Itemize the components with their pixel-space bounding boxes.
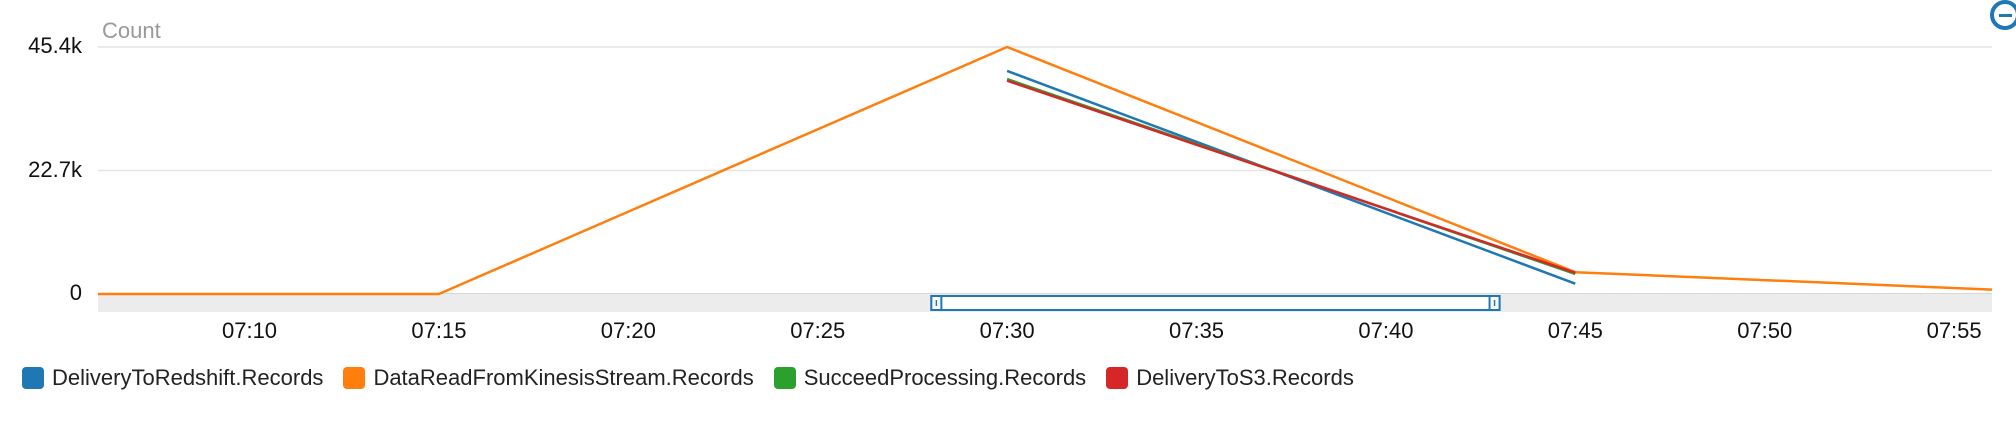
time-range-selector[interactable] bbox=[930, 295, 1501, 311]
y-axis-label: Count bbox=[102, 18, 161, 43]
legend-swatch-3 bbox=[1106, 367, 1129, 389]
legend-label-0: DeliveryToRedshift.Records bbox=[52, 365, 324, 390]
y-tick-label-0: 0 bbox=[69, 280, 82, 305]
legend-item-0[interactable]: DeliveryToRedshift.Records bbox=[22, 365, 323, 391]
legend-label-2: SucceedProcessing.Records bbox=[803, 365, 1087, 390]
legend-swatch-2 bbox=[773, 367, 796, 389]
legend-item-2[interactable]: SucceedProcessing.Records bbox=[773, 365, 1087, 391]
y-tick-label-1: 22.7k bbox=[28, 156, 82, 182]
x-tick-label-8: 07:50 bbox=[1737, 318, 1793, 343]
zoom-out-icon[interactable] bbox=[1990, 0, 2016, 30]
legend-item-1[interactable]: DataReadFromKinesisStream.Records bbox=[343, 365, 754, 391]
series-line-3 bbox=[1006, 79, 1576, 274]
x-tick-label-2: 07:20 bbox=[600, 318, 656, 343]
y-tick-label-2: 45.4k bbox=[28, 33, 82, 58]
legend-label-1: DataReadFromKinesisStream.Records bbox=[373, 365, 754, 390]
series-line-1 bbox=[98, 45, 1993, 296]
x-tick-label-6: 07:40 bbox=[1358, 318, 1414, 343]
x-tick-label-5: 07:35 bbox=[1168, 318, 1225, 343]
x-tick-label-3: 07:25 bbox=[790, 318, 846, 343]
legend-swatch-0 bbox=[22, 367, 44, 389]
legend: DeliveryToRedshift.Records DataReadFromKi… bbox=[22, 362, 1354, 394]
legend-label-3: DeliveryToS3.Records bbox=[1136, 365, 1354, 390]
x-tick-label-7: 07:45 bbox=[1547, 318, 1603, 343]
x-tick-label-0: 07:10 bbox=[221, 318, 278, 343]
x-tick-label-9: 07:55 bbox=[1926, 318, 1982, 343]
legend-item-3[interactable]: DeliveryToS3.Records bbox=[1106, 365, 1354, 391]
x-tick-label-1: 07:15 bbox=[411, 318, 467, 343]
x-tick-label-4: 07:30 bbox=[979, 318, 1035, 343]
legend-swatch-1 bbox=[343, 367, 366, 389]
